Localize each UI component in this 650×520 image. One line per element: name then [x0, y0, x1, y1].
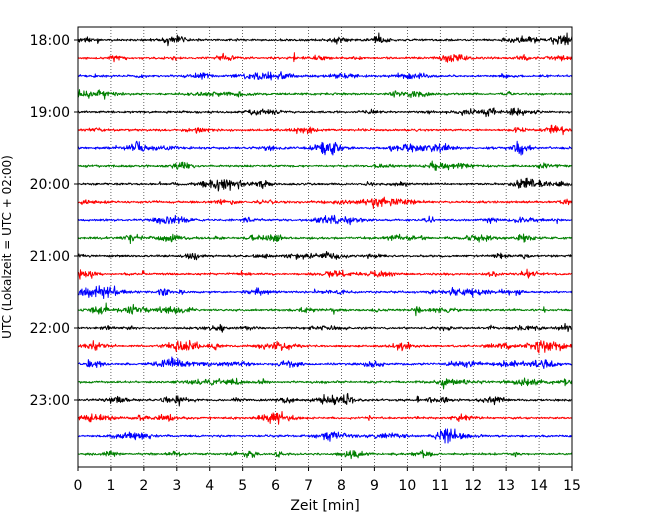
seismogram-trace-2200: [77, 322, 573, 333]
y-axis-label: UTC (Lokalzeit = UTC + 02:00): [0, 155, 14, 339]
seismogram-trace-2230: [77, 356, 573, 370]
seismogram-trace-2330: [77, 428, 573, 444]
x-tick-label: 1: [106, 478, 115, 494]
x-tick-label: 6: [271, 478, 280, 494]
x-tick-label: 4: [205, 478, 214, 494]
x-axis-label: Zeit [min]: [290, 498, 359, 514]
x-tick-label: 11: [431, 478, 449, 494]
y-tick-label: 21:00: [30, 249, 70, 265]
x-axis-ticks: 0 1 2 3 4 5 6 7 8 9 10 11 12 13 14 15: [74, 467, 581, 494]
x-tick-label: 9: [370, 478, 379, 494]
seismogram-trace-1800: [77, 32, 573, 47]
x-tick-label: 3: [172, 478, 181, 494]
grid-lines: [110, 27, 540, 467]
x-tick-label: 12: [464, 478, 482, 494]
y-tick-label: 20:00: [30, 177, 70, 193]
seismogram-trace-1830: [77, 71, 573, 81]
x-tick-label: 2: [139, 478, 148, 494]
y-tick-label: 22:00: [30, 321, 70, 337]
seismogram-trace-1930: [77, 140, 573, 156]
y-tick-label: 18:00: [30, 33, 70, 49]
y-axis-ticks: 18:00 19:00 20:00 21:00 22:00 23:00: [30, 33, 78, 409]
x-tick-label: 7: [304, 478, 313, 494]
seismogram-trace-1845: [77, 89, 573, 100]
seismogram-trace-1815: [77, 52, 573, 63]
seismogram-trace-2300: [77, 392, 573, 407]
seismogram-trace-2145: [77, 302, 573, 317]
seismogram-trace-1945: [77, 160, 573, 171]
seismogram-traces: [77, 32, 573, 460]
seismogram-trace-2345: [77, 449, 573, 460]
seismogram-trace-2015: [77, 196, 573, 210]
y-tick-label: 19:00: [30, 105, 70, 121]
seismogram-trace-2100: [77, 251, 573, 261]
seismogram-trace-2000: [77, 177, 573, 192]
seismogram-trace-2245: [77, 377, 573, 390]
seismogram-trace-2130: [77, 285, 573, 300]
seismogram-trace-2315: [77, 410, 573, 425]
x-tick-label: 15: [563, 478, 581, 494]
x-tick-label: 8: [337, 478, 346, 494]
x-tick-label: 10: [398, 478, 416, 494]
y-tick-label: 23:00: [30, 393, 70, 409]
seismogram-trace-1900: [77, 107, 573, 118]
x-tick-label: 5: [238, 478, 247, 494]
seismogram-trace-1915: [77, 124, 573, 136]
seismogram-trace-2115: [77, 268, 573, 280]
seismogram-trace-2045: [77, 233, 573, 245]
x-tick-label: 13: [497, 478, 515, 494]
plot-frame: [77, 26, 573, 468]
x-tick-label: 0: [74, 478, 83, 494]
x-tick-label: 14: [530, 478, 548, 494]
seismogram-trace-2215: [77, 339, 573, 354]
seismogram-trace-2030: [77, 214, 573, 226]
plot-background: [78, 27, 572, 467]
